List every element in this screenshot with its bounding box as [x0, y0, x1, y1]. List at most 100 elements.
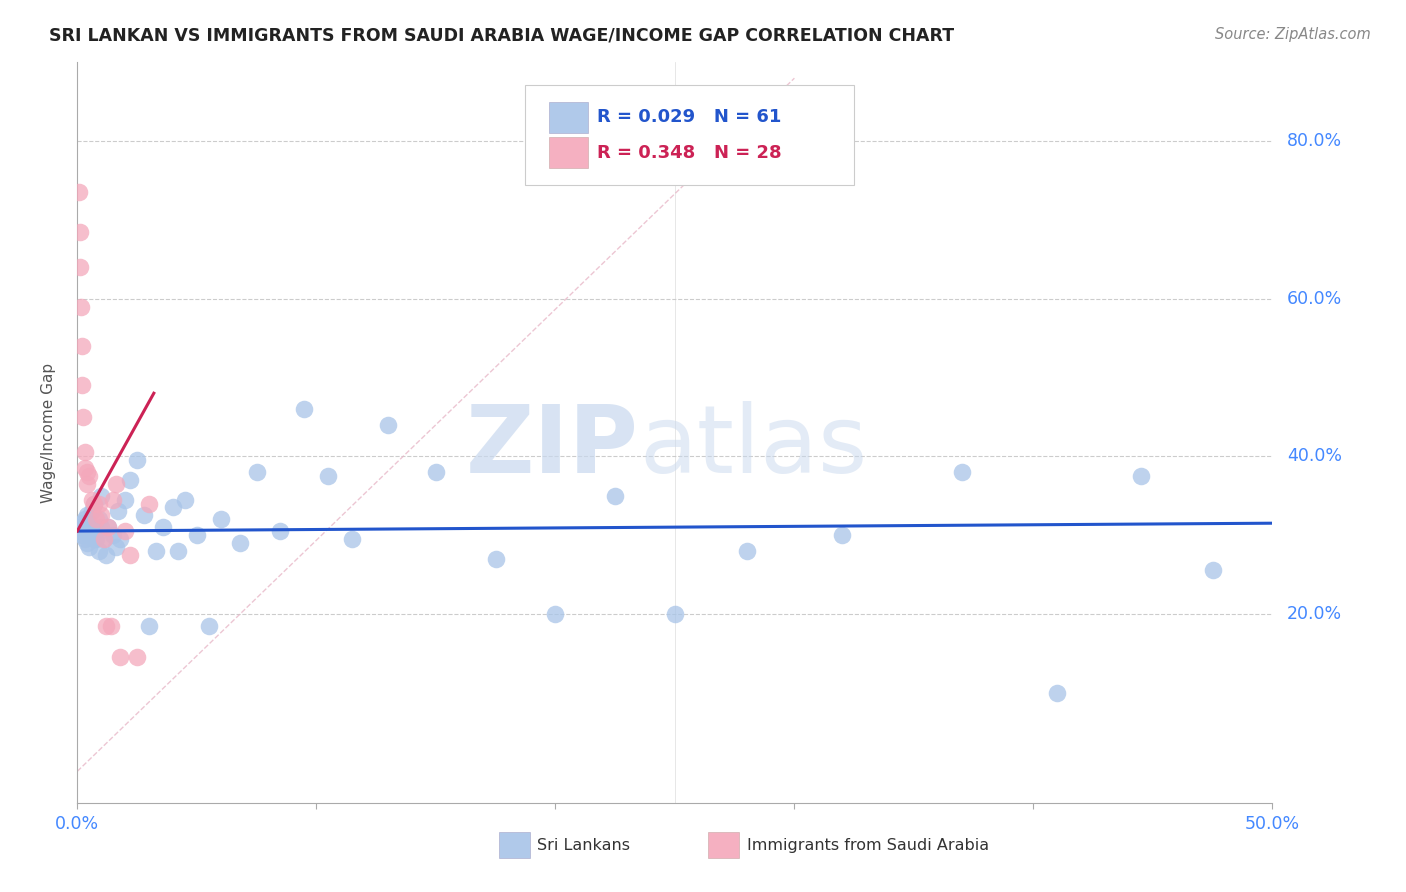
Point	[292, 402, 315, 417]
Point	[80, 520, 103, 534]
Point	[86, 532, 108, 546]
Point	[73, 532, 96, 546]
Point	[83, 496, 105, 510]
Point	[79, 469, 101, 483]
Point	[831, 528, 853, 542]
Point	[70, 516, 93, 531]
Point	[83, 532, 105, 546]
Point	[70, 300, 93, 314]
Point	[90, 508, 112, 523]
Point	[118, 548, 141, 562]
Point	[69, 524, 91, 538]
Point	[76, 476, 98, 491]
Point	[69, 520, 91, 534]
Point	[76, 508, 98, 523]
Point	[425, 465, 447, 479]
Point	[97, 520, 120, 534]
Point	[605, 489, 627, 503]
Point	[103, 492, 124, 507]
FancyBboxPatch shape	[550, 102, 588, 133]
Point	[100, 618, 122, 632]
Point	[93, 532, 115, 546]
Point	[73, 512, 96, 526]
Point	[72, 409, 94, 424]
Point	[152, 520, 174, 534]
Text: ZIP: ZIP	[467, 401, 640, 493]
Point	[76, 524, 98, 538]
Point	[93, 532, 115, 546]
Point	[104, 476, 127, 491]
Text: Source: ZipAtlas.com: Source: ZipAtlas.com	[1215, 27, 1371, 42]
Point	[90, 520, 112, 534]
Text: 60.0%: 60.0%	[1286, 290, 1341, 308]
Text: 20.0%: 20.0%	[1286, 605, 1341, 623]
Point	[80, 492, 103, 507]
Point	[118, 473, 141, 487]
Text: 40.0%: 40.0%	[1286, 447, 1341, 466]
Point	[73, 461, 96, 475]
Text: R = 0.029   N = 61: R = 0.029 N = 61	[598, 108, 782, 127]
Point	[664, 607, 686, 621]
Point	[318, 469, 340, 483]
Point	[79, 516, 101, 531]
Point	[735, 543, 758, 558]
Point	[70, 528, 93, 542]
Point	[950, 465, 973, 479]
Point	[107, 504, 129, 518]
Point	[70, 378, 93, 392]
Point	[270, 524, 292, 538]
Point	[166, 543, 188, 558]
Point	[209, 512, 232, 526]
Point	[114, 492, 136, 507]
Text: 0.0%: 0.0%	[55, 814, 100, 832]
Point	[94, 548, 117, 562]
Point	[73, 520, 96, 534]
Point	[79, 528, 101, 542]
Text: 50.0%: 50.0%	[1244, 814, 1301, 832]
FancyBboxPatch shape	[499, 832, 530, 857]
Text: R = 0.348   N = 28: R = 0.348 N = 28	[598, 144, 782, 161]
Point	[1046, 685, 1069, 699]
Text: Immigrants from Saudi Arabia: Immigrants from Saudi Arabia	[747, 838, 988, 853]
Point	[1130, 469, 1153, 483]
Point	[79, 540, 101, 554]
Point	[246, 465, 269, 479]
Point	[103, 528, 124, 542]
Point	[138, 496, 160, 510]
Point	[97, 520, 120, 534]
Point	[127, 650, 149, 665]
FancyBboxPatch shape	[526, 85, 855, 185]
Point	[69, 225, 91, 239]
Point	[87, 496, 110, 510]
Point	[94, 618, 117, 632]
Point	[104, 540, 127, 554]
Point	[377, 417, 399, 432]
Point	[145, 543, 167, 558]
Point	[197, 618, 219, 632]
Point	[162, 500, 184, 515]
Point	[1201, 564, 1223, 578]
Point	[127, 453, 149, 467]
FancyBboxPatch shape	[550, 137, 588, 169]
Point	[134, 508, 156, 523]
Point	[87, 512, 110, 526]
Point	[114, 524, 136, 538]
Point	[70, 339, 93, 353]
Point	[229, 536, 252, 550]
Point	[174, 492, 197, 507]
Point	[484, 551, 508, 566]
Y-axis label: Wage/Income Gap: Wage/Income Gap	[42, 362, 56, 503]
Text: 80.0%: 80.0%	[1286, 132, 1341, 150]
Point	[110, 532, 132, 546]
Text: Sri Lankans: Sri Lankans	[537, 838, 630, 853]
Point	[69, 260, 91, 275]
Point	[342, 532, 364, 546]
Point	[110, 650, 132, 665]
Point	[73, 445, 96, 459]
Point	[86, 512, 108, 526]
Point	[544, 607, 567, 621]
Text: SRI LANKAN VS IMMIGRANTS FROM SAUDI ARABIA WAGE/INCOME GAP CORRELATION CHART: SRI LANKAN VS IMMIGRANTS FROM SAUDI ARAB…	[49, 27, 955, 45]
Point	[186, 528, 208, 542]
Point	[86, 524, 108, 538]
Point	[138, 618, 160, 632]
